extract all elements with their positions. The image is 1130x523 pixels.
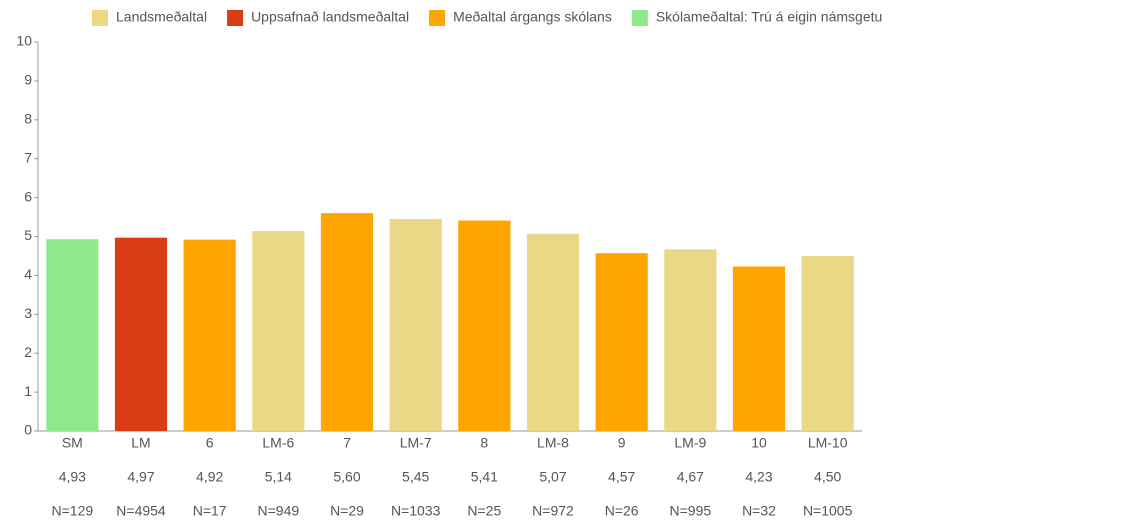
x-tick-label: 7	[343, 435, 351, 451]
y-tick-label: 6	[24, 188, 32, 204]
legend-label: Skólameðaltal: Trú á eigin námsgetu	[656, 9, 882, 25]
y-tick-label: 5	[24, 227, 32, 243]
n-label: N=949	[258, 503, 300, 519]
n-label: N=4954	[116, 503, 166, 519]
bar	[389, 218, 442, 431]
x-tick-label: 8	[480, 435, 488, 451]
legend-swatch	[227, 10, 244, 26]
bar	[183, 239, 236, 431]
value-label: 5,14	[265, 469, 292, 485]
n-label: N=1033	[391, 503, 441, 519]
value-label: 5,60	[333, 469, 360, 485]
y-tick-label: 8	[24, 111, 32, 127]
bar	[664, 249, 717, 431]
value-label: 4,92	[196, 469, 223, 485]
legend-swatch	[429, 10, 446, 26]
y-tick-label: 10	[16, 33, 32, 49]
bar	[320, 213, 374, 431]
value-label: 4,97	[127, 469, 154, 485]
value-label: 4,23	[745, 469, 772, 485]
value-label: 5,41	[471, 469, 498, 485]
value-label: 4,57	[608, 469, 635, 485]
legend-label: Meðaltal árgangs skólans	[453, 9, 612, 25]
bar	[114, 237, 168, 431]
legend-swatch	[631, 10, 648, 26]
legend-label: Uppsafnað landsmeðaltal	[251, 9, 409, 25]
y-tick-label: 4	[24, 266, 32, 282]
n-label: N=32	[742, 503, 776, 519]
bar	[595, 253, 648, 431]
value-label: 4,93	[59, 469, 86, 485]
value-label: 4,50	[814, 469, 841, 485]
x-tick-label: 10	[751, 435, 767, 451]
value-label: 5,07	[539, 469, 566, 485]
x-tick-label: 9	[618, 435, 626, 451]
y-tick-label: 7	[24, 149, 32, 165]
y-tick-label: 3	[24, 305, 32, 321]
x-tick-label: LM	[131, 435, 150, 451]
n-label: N=129	[52, 503, 94, 519]
x-tick-label: LM-8	[537, 435, 569, 451]
x-tick-label: LM-7	[400, 435, 432, 451]
n-label: N=972	[532, 503, 574, 519]
x-tick-label: 6	[206, 435, 214, 451]
x-tick-label: LM-6	[262, 435, 294, 451]
y-tick-label: 2	[24, 344, 32, 360]
y-tick-label: 0	[24, 422, 32, 438]
n-label: N=995	[670, 503, 712, 519]
x-tick-label: LM-9	[674, 435, 706, 451]
bar	[46, 239, 99, 431]
legend-swatch	[92, 10, 108, 26]
value-label: 5,45	[402, 469, 429, 485]
bar	[252, 231, 305, 431]
n-label: N=29	[330, 503, 364, 519]
n-label: N=17	[193, 503, 227, 519]
value-label: 4,67	[677, 469, 704, 485]
bar	[732, 266, 786, 431]
y-tick-label: 9	[24, 72, 32, 88]
bar	[458, 220, 511, 431]
n-label: N=1005	[803, 503, 853, 519]
bar	[526, 233, 580, 431]
bar	[801, 255, 854, 431]
y-tick-label: 1	[24, 383, 32, 399]
n-label: N=25	[467, 503, 501, 519]
x-tick-label: SM	[62, 435, 83, 451]
n-label: N=26	[605, 503, 639, 519]
legend-label: Landsmeðaltal	[116, 9, 207, 25]
x-tick-label: LM-10	[808, 435, 848, 451]
